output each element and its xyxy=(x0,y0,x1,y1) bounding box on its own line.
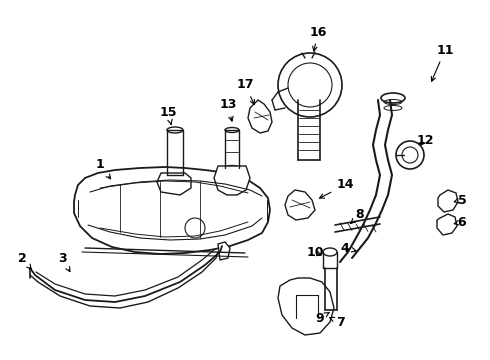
Text: 11: 11 xyxy=(431,44,454,81)
Text: 15: 15 xyxy=(159,105,177,124)
Polygon shape xyxy=(278,278,334,335)
Text: 7: 7 xyxy=(330,315,344,328)
Text: 3: 3 xyxy=(58,252,70,271)
Polygon shape xyxy=(438,190,458,212)
Text: 10: 10 xyxy=(306,247,324,260)
Text: 16: 16 xyxy=(309,26,327,51)
Polygon shape xyxy=(157,173,191,195)
Polygon shape xyxy=(74,167,270,254)
Text: 1: 1 xyxy=(96,158,111,179)
Text: 6: 6 xyxy=(454,216,466,229)
Text: 13: 13 xyxy=(220,99,237,121)
Polygon shape xyxy=(248,100,272,133)
Text: 5: 5 xyxy=(454,194,466,207)
Text: 4: 4 xyxy=(341,242,356,255)
Text: 2: 2 xyxy=(18,252,31,269)
Text: 14: 14 xyxy=(319,179,354,198)
Text: 9: 9 xyxy=(316,311,330,324)
Text: 12: 12 xyxy=(416,134,434,147)
Text: 17: 17 xyxy=(236,78,254,104)
Polygon shape xyxy=(285,190,315,220)
Polygon shape xyxy=(218,242,230,260)
Text: 8: 8 xyxy=(351,208,364,224)
Polygon shape xyxy=(214,166,250,195)
Ellipse shape xyxy=(381,93,405,103)
Circle shape xyxy=(396,141,424,169)
Polygon shape xyxy=(437,214,457,235)
